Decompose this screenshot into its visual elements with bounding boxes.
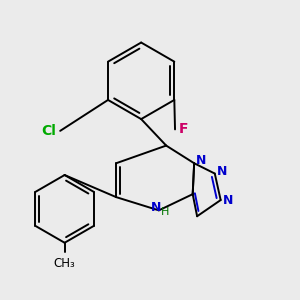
Text: N: N [217,165,227,178]
Text: H: H [161,207,170,217]
Text: F: F [179,122,189,136]
Text: N: N [151,201,161,214]
Text: N: N [196,154,207,167]
Text: CH₃: CH₃ [54,257,76,271]
Text: N: N [223,194,233,207]
Text: Cl: Cl [41,124,56,138]
